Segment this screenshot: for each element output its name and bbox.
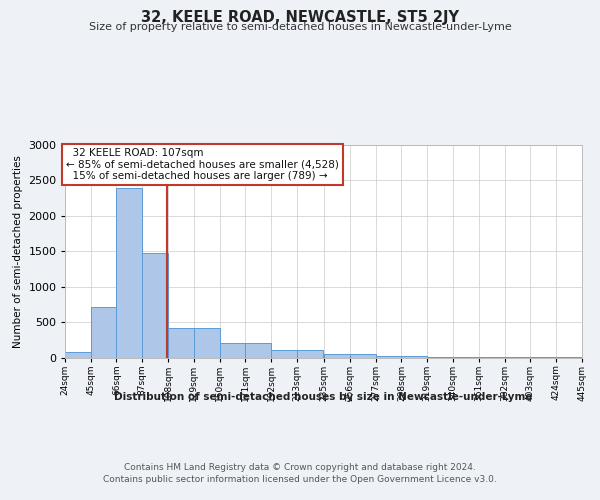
Bar (116, 188, 142, 358)
Bar (453, 357, 479, 358)
Text: Distribution of semi-detached houses by size in Newcastle-under-Lyme: Distribution of semi-detached houses by … (113, 392, 532, 402)
Text: Contains public sector information licensed under the Open Government Licence v3: Contains public sector information licen… (103, 475, 497, 484)
Bar (427, 357, 453, 358)
Bar (376, 356, 401, 358)
Text: 32 KEELE ROAD: 107sqm  
← 85% of semi-detached houses are smaller (4,528)
  15% : 32 KEELE ROAD: 107sqm ← 85% of semi-deta… (66, 148, 339, 181)
Bar (324, 354, 350, 358)
Bar (271, 350, 297, 358)
Bar (91, 307, 116, 358)
Bar (350, 354, 376, 358)
Text: 32, KEELE ROAD, NEWCASTLE, ST5 2JY: 32, KEELE ROAD, NEWCASTLE, ST5 2JY (141, 10, 459, 25)
Bar (194, 328, 220, 358)
Bar (168, 328, 194, 358)
Bar (297, 350, 323, 358)
Y-axis label: Number of semi-detached properties: Number of semi-detached properties (13, 155, 23, 348)
Bar (142, 252, 168, 358)
Bar (245, 344, 271, 357)
Text: Size of property relative to semi-detached houses in Newcastle-under-Lyme: Size of property relative to semi-detach… (89, 22, 511, 32)
Bar (401, 356, 427, 358)
Text: Contains HM Land Registry data © Crown copyright and database right 2024.: Contains HM Land Registry data © Crown c… (124, 462, 476, 471)
Bar (220, 344, 245, 357)
Bar (65, 352, 91, 358)
